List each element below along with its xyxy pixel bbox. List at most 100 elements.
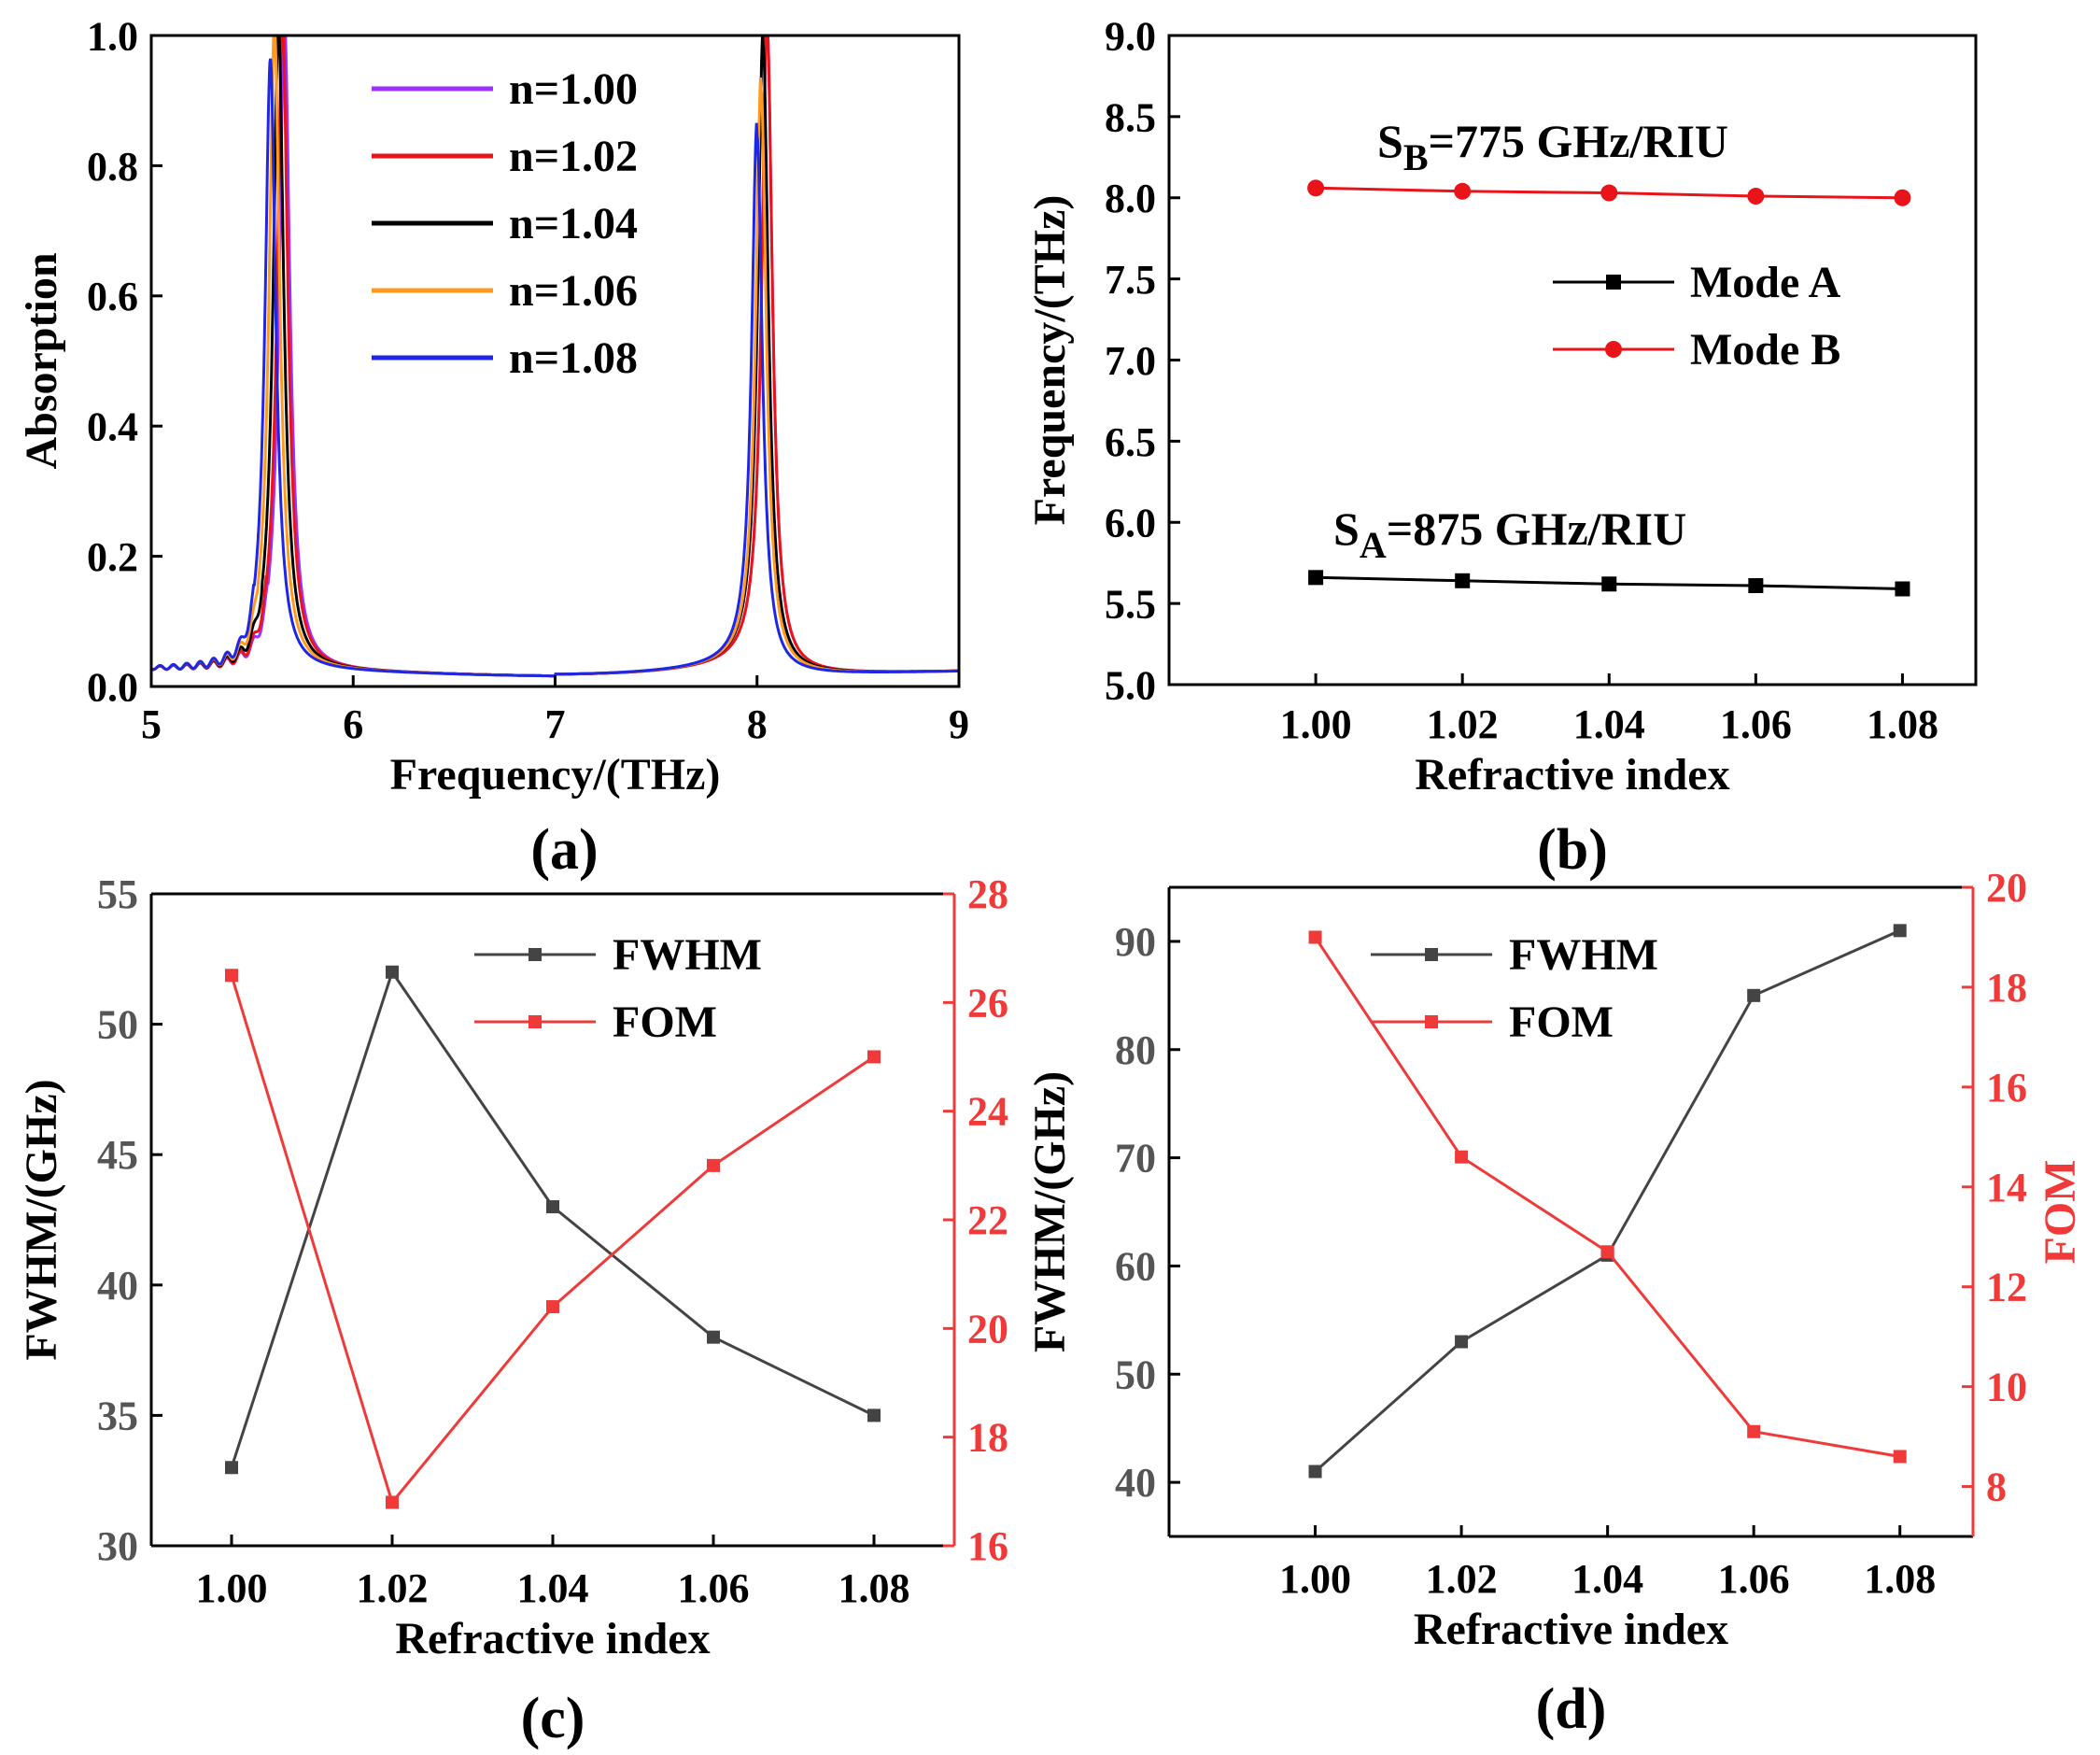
point-fom	[867, 1050, 881, 1064]
x-tick-label: 1.08	[1867, 701, 1938, 747]
y-tick-label: 0.0	[87, 664, 138, 710]
x-tick-label: 6	[343, 701, 363, 747]
point-fom	[1747, 1424, 1761, 1438]
point-fwhm	[1308, 1465, 1322, 1479]
legend-label: n=1.06	[509, 266, 638, 316]
legend-marker	[529, 948, 542, 961]
point-fom	[1308, 930, 1322, 944]
sensitivity-mode-a-annotation: SA=875 GHz/RIU	[1333, 502, 1686, 566]
y-right-tick-label: 12	[1986, 1265, 2027, 1310]
x-tick-label: 1.02	[357, 1565, 429, 1611]
chart-d: 1.00 1.02 1.04 1.06 1.08 40 50 60 70 80 90 8 10 12 14 1…	[1025, 865, 2085, 1741]
chart-c: 1.00 1.02 1.04 1.06 1.08 30 35 40 45 50 55 16 18 20 22…	[17, 871, 1008, 1750]
point-mode-a	[1601, 576, 1617, 592]
point-fom	[225, 969, 238, 983]
y-right-tick-label: 26	[967, 980, 1008, 1026]
y-tick-label: 35	[97, 1393, 138, 1438]
point-fwhm	[225, 1461, 238, 1475]
y-right-tick-label: 18	[1986, 965, 2027, 1011]
y-tick-label: 40	[1115, 1460, 1156, 1506]
point-fom	[1600, 1245, 1614, 1259]
y-tick-label: 9.0	[1105, 13, 1156, 59]
point-fwhm	[707, 1330, 720, 1344]
y-axis-label: Frequency/(THz)	[1025, 195, 1075, 526]
y-tick-label: 5.5	[1105, 582, 1156, 628]
point-fwhm	[867, 1408, 881, 1422]
legend: FWHM FOM	[474, 930, 762, 1047]
x-tick-label: 5	[141, 701, 162, 747]
series-line-fwhm	[230, 969, 875, 1468]
y-right-tick-label: 22	[967, 1197, 1008, 1243]
y-right-tick-label: 20	[1986, 865, 2027, 911]
y-right-tick-label: 20	[967, 1306, 1008, 1352]
y-tick-label: 0.4	[87, 404, 138, 450]
legend-label: Mode B	[1690, 325, 1840, 375]
y-tick-label: 8.5	[1105, 94, 1156, 140]
y-right-tick-label: 16	[967, 1523, 1008, 1569]
point-mode-b	[1307, 179, 1325, 197]
x-tick-label: 1.06	[678, 1565, 750, 1611]
point-fom	[707, 1158, 720, 1172]
series-line-fom	[230, 974, 875, 1506]
y-tick-label: 30	[97, 1523, 138, 1569]
legend-label: Mode A	[1690, 258, 1841, 307]
legend: Mode A Mode B	[1553, 258, 1841, 375]
x-axis-label: Refractive index	[1414, 1605, 1728, 1654]
panel-label-c: (c)	[521, 1687, 585, 1750]
y-axis-label: FWHM/(GHz)	[17, 1079, 66, 1360]
legend-label: FWHM	[613, 930, 762, 980]
x-tick-label: 1.08	[1864, 1556, 1936, 1602]
point-fom	[1455, 1150, 1469, 1164]
point-fom	[1893, 1450, 1907, 1464]
legend-marker	[1425, 948, 1438, 961]
sensitivity-mode-b-annotation: SB=775 GHz/RIU	[1377, 115, 1728, 178]
y-right-tick-label: 10	[1986, 1365, 2027, 1410]
point-mode-b	[1600, 184, 1618, 202]
y-right-tick-label: 14	[1986, 1165, 2027, 1210]
point-fwhm	[546, 1200, 559, 1214]
y-right-tick-label: 18	[967, 1415, 1008, 1461]
point-fwhm	[1893, 924, 1907, 938]
x-tick-label: 1.00	[196, 1565, 268, 1611]
y-tick-label: 70	[1115, 1136, 1156, 1182]
x-tick-label: 1.08	[839, 1565, 910, 1611]
point-mode-a	[1895, 581, 1910, 597]
y-tick-label: 90	[1115, 919, 1156, 965]
panel-label-d: (d)	[1536, 1677, 1607, 1741]
legend-label: n=1.00	[509, 64, 638, 114]
legend-label: n=1.02	[509, 132, 638, 181]
y-tick-label: 7.5	[1105, 257, 1156, 303]
y-tick-label: 6.0	[1105, 501, 1156, 546]
x-tick-label: 1.00	[1280, 701, 1352, 747]
y-axis-label: FWHM/(GHz)	[1025, 1071, 1075, 1352]
chart-b: 1.00 1.02 1.04 1.06 1.08 5.0 5.5 6.0 6.5 7.0 7.5 8.…	[1025, 13, 1978, 882]
panel-label-a: (a)	[530, 818, 598, 882]
x-tick-label: 1.04	[1571, 1556, 1643, 1602]
x-tick-label: 1.02	[1427, 701, 1499, 747]
point-mode-b	[1747, 188, 1765, 205]
y-tick-label: 50	[97, 1002, 138, 1048]
point-mode-b	[1894, 189, 1911, 206]
chart-a: 5 6 7 8 9 0.0 0.2 0.4 0.6 0.8 1.0 Frequency/(THz) Ab…	[17, 13, 969, 882]
y-tick-label: 80	[1115, 1027, 1156, 1073]
x-tick-label: 1.06	[1718, 1556, 1790, 1602]
legend-label: FOM	[613, 998, 717, 1047]
legend-label: FOM	[1509, 998, 1614, 1047]
y-right-axis-label: FOM	[2036, 1160, 2085, 1265]
legend-label: n=1.08	[509, 333, 638, 383]
legend-label: n=1.04	[509, 199, 638, 248]
y-tick-label: 0.8	[87, 144, 138, 190]
legend-marker	[1606, 275, 1621, 290]
y-tick-label: 7.0	[1105, 338, 1156, 384]
x-tick-label: 8	[747, 701, 768, 747]
x-tick-label: 1.06	[1720, 701, 1792, 747]
x-tick-label: 1.00	[1279, 1556, 1351, 1602]
legend-marker	[1605, 341, 1622, 358]
legend-marker	[1425, 1015, 1438, 1028]
legend: FWHM FOM	[1371, 930, 1658, 1047]
x-tick-label: 1.02	[1426, 1556, 1498, 1602]
point-mode-a	[1455, 573, 1471, 588]
legend: n=1.00 n=1.02 n=1.04 n=1.06 n=1.08	[372, 64, 638, 383]
point-mode-a	[1308, 570, 1324, 586]
